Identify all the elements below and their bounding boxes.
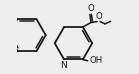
Text: OH: OH — [90, 56, 103, 65]
Text: O: O — [95, 12, 102, 21]
Text: N: N — [60, 61, 67, 70]
Text: O: O — [87, 4, 94, 13]
